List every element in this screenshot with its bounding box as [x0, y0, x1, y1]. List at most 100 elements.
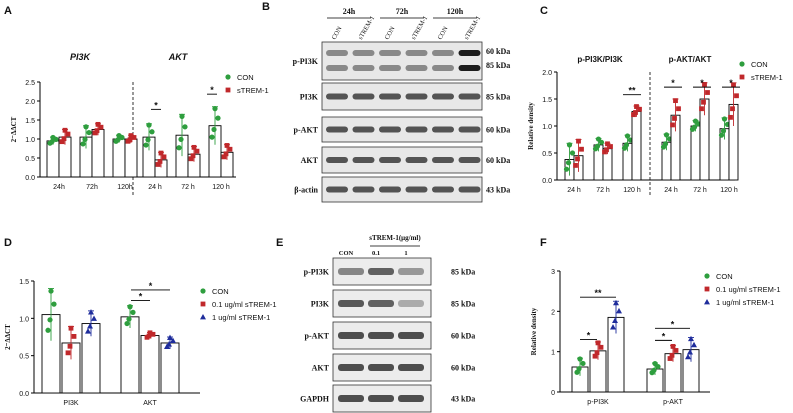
- chart-a-strem-point: [98, 124, 104, 130]
- blot-e-band: [338, 332, 364, 339]
- blot-e-band: [368, 268, 394, 275]
- chart-a-strem-point: [65, 131, 71, 137]
- chart-d-series-0-point: [51, 301, 57, 307]
- chart-d-series-0-point: [127, 304, 133, 310]
- blot-e-row-label: PI3K: [311, 300, 330, 309]
- chart-c-significance-label: *: [729, 78, 733, 88]
- chart-c-strem-point: [637, 106, 642, 112]
- chart-d-significance-label: *: [139, 291, 143, 301]
- blot-b-kda-label: 85 kDa: [486, 61, 510, 70]
- chart-a-strem-point: [161, 154, 167, 160]
- blot-b-band: [432, 93, 454, 100]
- chart-f-legend-marker: [704, 299, 710, 305]
- chart-c-x-tick-label: 24 h: [664, 187, 678, 194]
- chart-c-strem-point: [672, 116, 677, 121]
- chart-a-con-point: [178, 136, 184, 142]
- chart-c-x-tick-label: 24 h: [567, 187, 581, 194]
- blot-e-band: [398, 364, 424, 371]
- chart-c-strem-point: [728, 114, 733, 120]
- blot-e-kda-label: 60 kDa: [451, 364, 475, 373]
- chart-d-series-2-bar: [160, 342, 180, 394]
- chart-c-strem-point: [731, 82, 736, 88]
- chart-a-strem-point: [227, 146, 233, 152]
- western-blot-e: sTREM-1(μg/ml) CON 0.1 1 p-PI3K 85 kDa PI3K 85 …: [300, 234, 475, 413]
- blot-e-band: [398, 300, 424, 307]
- chart-c-y-axis-label: Relative density: [527, 102, 535, 150]
- chart-d-series-0-point: [45, 327, 51, 333]
- blot-b-band: [379, 65, 401, 71]
- chart-a-significance-label: *: [154, 100, 158, 110]
- chart-a-y-axis-label: 2⁻ΔΔCT: [10, 116, 18, 142]
- chart-c-group-title: p-AKT/AKT: [669, 55, 712, 64]
- blot-b-band: [326, 157, 348, 163]
- blot-b-band: [379, 50, 401, 56]
- chart-a-strem-point: [221, 154, 227, 160]
- chart-d-series-2-point: [85, 328, 91, 334]
- chart-d-x-tick-label: AKT: [143, 400, 157, 407]
- chart-f-significance-label: *: [662, 331, 666, 341]
- blot-b-row-label: PI3K: [300, 93, 319, 102]
- chart-f-series-1-point: [592, 353, 598, 359]
- panel-label-a: A: [4, 5, 12, 17]
- chart-d-legend-label: 1 ug/ml sTREM-1: [212, 313, 270, 322]
- chart-a-legend-label: CON: [237, 73, 254, 82]
- chart-d-legend-label: CON: [212, 287, 229, 296]
- blot-e-band: [338, 300, 364, 307]
- blot-b-row-label: p-PI3K: [293, 57, 319, 66]
- chart-c-con-point: [721, 116, 728, 122]
- chart-a-strem-point: [62, 127, 68, 133]
- chart-c-y-tick-label: 0.5: [542, 151, 552, 158]
- blot-b-row-label: p-AKT: [294, 126, 319, 135]
- blot-b-membrane: [321, 116, 483, 143]
- chart-f-series-0-point: [580, 360, 586, 367]
- blot-b-band: [432, 65, 454, 71]
- chart-a-con-point: [176, 145, 182, 151]
- chart-d-series-1-point: [146, 333, 152, 339]
- blot-b-row-label: β-actin: [294, 186, 318, 195]
- blot-b-band: [352, 157, 375, 163]
- chart-c-x-tick-label: 72 h: [693, 187, 707, 194]
- chart-a-strem-point: [59, 139, 65, 145]
- chart-c-con-point: [569, 150, 576, 156]
- chart-a-strem-point: [128, 133, 134, 138]
- chart-f-y-tick-label: 0: [551, 390, 555, 397]
- chart-d-y-axis-label: 2⁻ΔΔCT: [4, 324, 12, 350]
- chart-d-series-0-point: [48, 288, 54, 294]
- blot-b-lane-label: CON: [437, 25, 450, 41]
- chart-f-series-1-point: [598, 344, 604, 350]
- chart-a-con-point: [50, 134, 56, 141]
- chart-f-y-tick-label: 3: [551, 269, 555, 276]
- chart-a-strem-point: [61, 136, 67, 142]
- chart-a-strem-point: [155, 162, 161, 167]
- chart-d-series-1-point: [71, 334, 77, 339]
- blot-e-lane-label: CON: [339, 250, 354, 257]
- chart-d-y-tick-label: 0.0: [19, 391, 29, 398]
- chart-c-con-point: [692, 118, 699, 124]
- blot-e-band: [368, 364, 394, 371]
- chart-d-series-1-point: [65, 350, 71, 356]
- chart-f-significance-label: *: [671, 319, 675, 329]
- blot-e-kda-label: 85 kDa: [451, 300, 475, 309]
- chart-a-con-point: [212, 106, 218, 112]
- chart-a-strem-point: [190, 153, 196, 159]
- chart-d-series-1-point: [68, 325, 74, 331]
- panel-label-d: D: [4, 237, 12, 249]
- chart-d-series-0-point: [130, 309, 136, 315]
- chart-c-strem-point: [605, 141, 610, 147]
- chart-f-series-2-point: [691, 341, 697, 348]
- blot-b-band: [432, 186, 454, 193]
- chart-a-con-point: [83, 124, 89, 130]
- blot-b-lane-label: sTREM-1: [463, 15, 482, 41]
- chart-f-legend-label: 0.1 ug/ml sTREM-1: [716, 285, 781, 294]
- chart-a-strem-point: [127, 137, 133, 143]
- chart-d-legend-label: 0.1 ug/ml sTREM-1: [212, 300, 277, 309]
- chart-f-significance-label: **: [594, 288, 602, 298]
- chart-a-strem-point: [158, 150, 164, 156]
- chart-d-legend-marker: [200, 288, 206, 294]
- chart-c-y-tick-label: 1.5: [542, 97, 552, 104]
- chart-f-series-2-point: [685, 353, 691, 360]
- blot-b-lane-label: CON: [331, 25, 344, 41]
- chart-c-strem-point: [579, 146, 584, 152]
- chart-c-strem-point: [734, 93, 739, 99]
